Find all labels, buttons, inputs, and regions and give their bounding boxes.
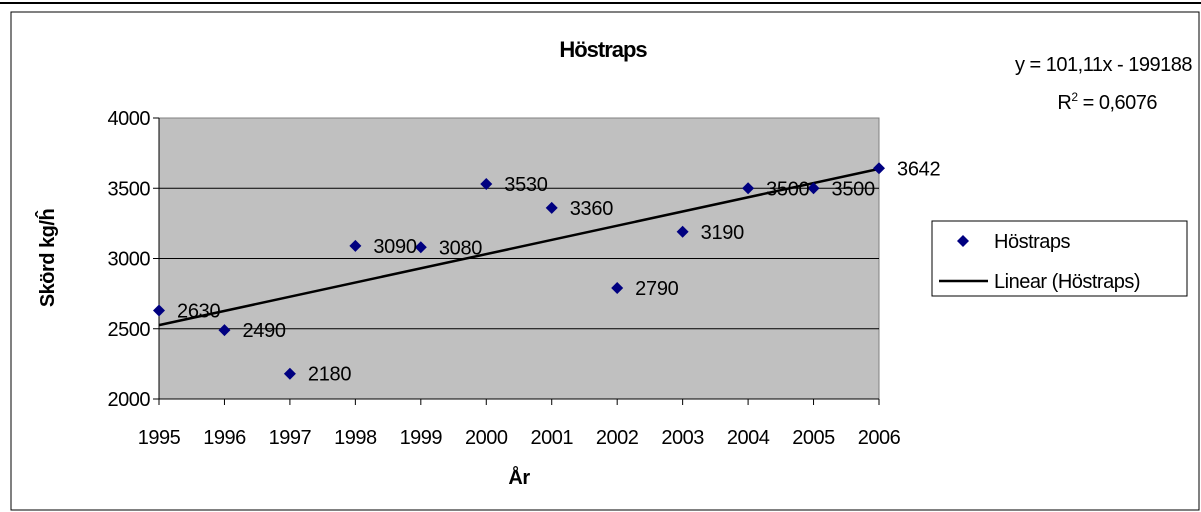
data-labels: 2630 2490 2180 3090 3080 3530 3360 2790 3190 3500… bbox=[177, 158, 941, 386]
data-label-1999: 3080 bbox=[439, 237, 482, 259]
data-label-2000: 3530 bbox=[504, 174, 547, 196]
trendline-group bbox=[158, 167, 880, 327]
data-point-2001 bbox=[545, 201, 558, 214]
legend-label-hostraps: Höstraps bbox=[994, 231, 1071, 253]
x-tick-labels: 1995 1996 1997 1998 1999 2000 2001 2002 2003 2004… bbox=[138, 427, 901, 449]
r-squared: R2 = 0,6076 bbox=[1057, 90, 1157, 114]
r-squared-exponent: 2 bbox=[1071, 90, 1078, 104]
y-tick-label-2000: 2000 bbox=[108, 389, 151, 411]
x-tick-label-2005: 2005 bbox=[792, 427, 835, 449]
y-tick-labels: 2000 2500 3000 3500 4000 bbox=[108, 108, 151, 411]
data-point-2000 bbox=[480, 178, 493, 191]
data-point-2003 bbox=[676, 225, 689, 238]
y-tick-label-4000: 4000 bbox=[108, 108, 151, 130]
data-label-1997: 2180 bbox=[308, 364, 351, 386]
legend-label-trend: Linear (Höstraps) bbox=[994, 271, 1140, 293]
x-tick-label-1995: 1995 bbox=[138, 427, 181, 449]
data-point-1999 bbox=[414, 241, 427, 254]
data-label-2001: 3360 bbox=[570, 198, 613, 220]
legend-box bbox=[931, 220, 1188, 297]
x-tick-label-2004: 2004 bbox=[727, 427, 770, 449]
x-axis-title: År bbox=[508, 465, 530, 489]
x-tick-label-2000: 2000 bbox=[465, 427, 508, 449]
y-tick-label-3500: 3500 bbox=[108, 178, 151, 200]
x-tick-label-1999: 1999 bbox=[400, 427, 443, 449]
data-point-1995 bbox=[153, 304, 165, 317]
data-label-2005: 3500 bbox=[832, 178, 875, 200]
chart-title: Höstraps bbox=[559, 37, 647, 62]
r-squared-value: = 0,6076 bbox=[1078, 92, 1158, 114]
x-tick-label-1997: 1997 bbox=[269, 427, 312, 449]
data-point-2004 bbox=[742, 182, 755, 195]
data-label-2003: 3190 bbox=[701, 222, 744, 244]
x-tick-label-2001: 2001 bbox=[530, 427, 573, 449]
data-label-2002: 2790 bbox=[635, 278, 678, 300]
x-tick-label-1996: 1996 bbox=[203, 427, 246, 449]
data-label-1996: 2490 bbox=[242, 320, 285, 342]
y-tick-label-2500: 2500 bbox=[108, 319, 151, 341]
axes bbox=[153, 117, 880, 405]
data-point-2005 bbox=[807, 182, 820, 195]
trendline-equation: y = 101,11x - 199188 bbox=[1015, 54, 1192, 76]
data-label-1995: 2630 bbox=[177, 300, 220, 322]
data-points bbox=[153, 162, 885, 380]
y-tick-label-3000: 3000 bbox=[108, 249, 151, 271]
r-squared-prefix: R bbox=[1057, 92, 1071, 114]
data-point-2006 bbox=[873, 162, 885, 175]
y-axis-title: Skörd kg/ĥ bbox=[35, 209, 59, 307]
data-point-1998 bbox=[349, 239, 362, 252]
data-point-2002 bbox=[611, 282, 624, 295]
x-tick-label-2002: 2002 bbox=[596, 427, 639, 449]
data-label-1998: 3090 bbox=[373, 236, 416, 258]
data-label-2004: 3500 bbox=[766, 178, 809, 200]
x-tick-label-2003: 2003 bbox=[661, 427, 704, 449]
gridlines bbox=[159, 187, 879, 330]
x-tick-label-1998: 1998 bbox=[334, 427, 377, 449]
trendline bbox=[158, 167, 880, 327]
data-point-1997 bbox=[283, 367, 296, 380]
x-tick-label-2006: 2006 bbox=[858, 427, 901, 449]
data-label-2006: 3642 bbox=[897, 158, 940, 180]
legend-marker-hostraps bbox=[957, 235, 969, 247]
legend: Höstraps Linear (Höstraps) bbox=[931, 220, 1188, 297]
data-point-1996 bbox=[218, 324, 231, 337]
